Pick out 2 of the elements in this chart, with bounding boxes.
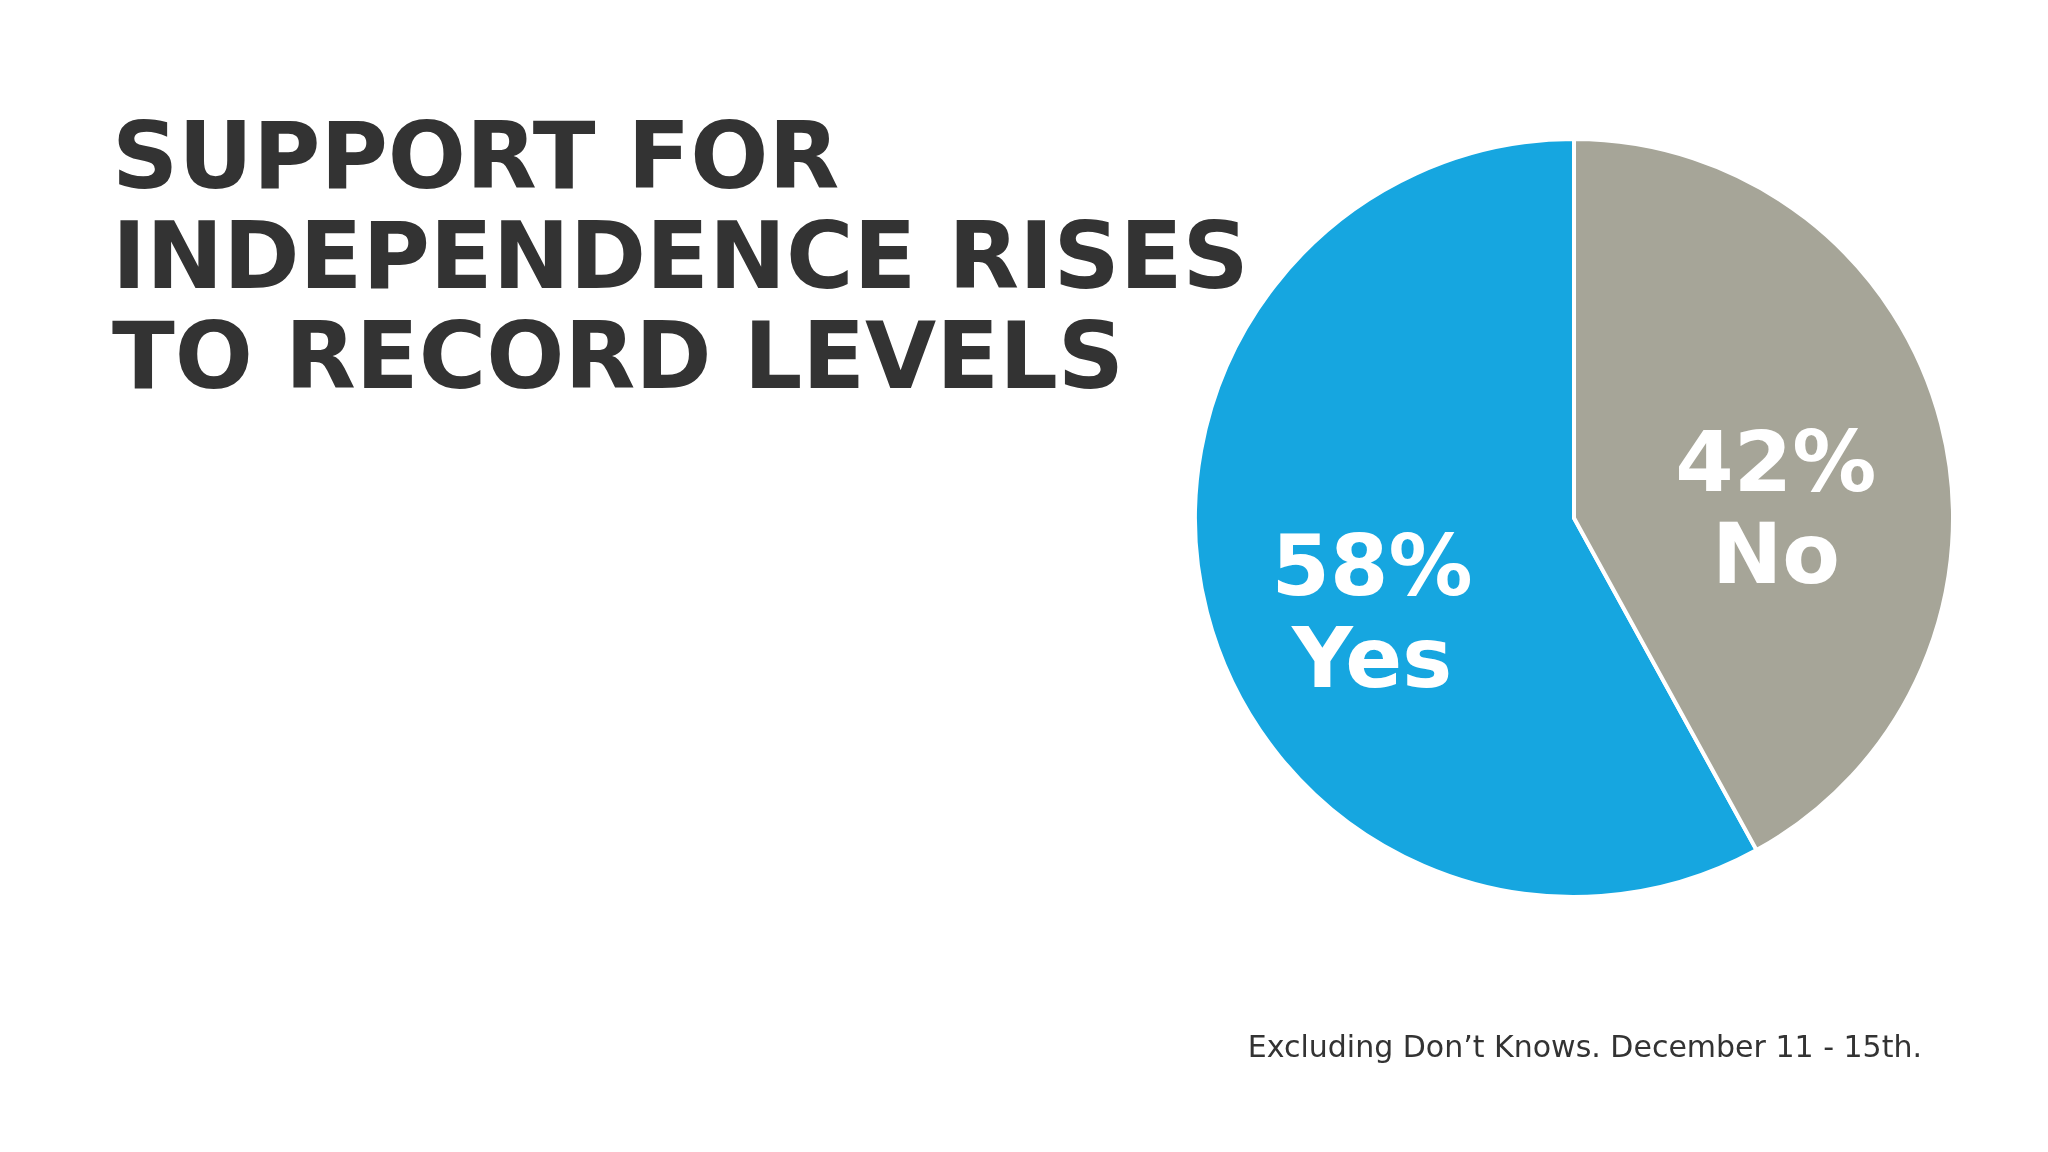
text: Excluding Don’t Knows. December 11 - 15th. [1247,1029,1922,1064]
text: SUPPORT FOR INDEPENDENCE RISES TO RECORD LEVELS [112,103,1249,410]
